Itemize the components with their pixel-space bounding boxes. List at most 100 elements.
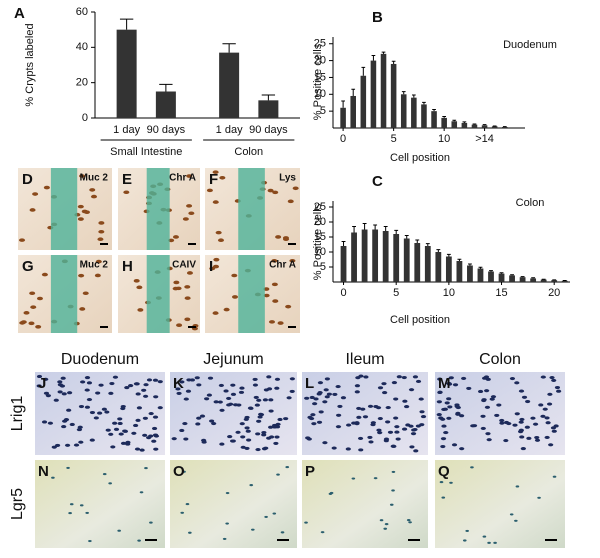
cell — [275, 235, 281, 239]
cell — [519, 421, 524, 424]
cell — [394, 431, 399, 434]
panel-letter: M — [438, 375, 451, 392]
x-tick-label: 5 — [393, 287, 399, 299]
cell — [147, 378, 152, 381]
cell — [223, 389, 228, 392]
cell — [51, 477, 55, 479]
cell — [268, 398, 273, 401]
error-bar — [392, 61, 396, 64]
x-tick-label: 1 day — [216, 124, 243, 136]
cell — [358, 448, 363, 451]
error-bar — [473, 124, 477, 125]
cell — [136, 392, 141, 395]
cell — [482, 377, 487, 380]
cell — [226, 397, 231, 400]
cell — [110, 445, 115, 448]
cell — [240, 422, 245, 425]
cell — [108, 433, 113, 436]
cell — [516, 485, 520, 487]
cell — [173, 235, 179, 239]
cell — [149, 412, 154, 415]
cell — [290, 390, 295, 393]
cell — [103, 473, 107, 475]
cell — [64, 418, 69, 421]
panel-letter: H — [122, 258, 133, 275]
cell — [402, 400, 407, 403]
cell — [66, 409, 71, 412]
error-bar — [479, 267, 483, 268]
x-tick-label: 20 — [548, 287, 560, 299]
cell — [355, 390, 360, 393]
bar — [520, 277, 526, 282]
cell — [538, 403, 543, 406]
bar — [371, 61, 377, 128]
cell — [327, 393, 332, 396]
cell — [512, 424, 517, 427]
cell — [487, 438, 492, 441]
cell — [246, 430, 251, 433]
cell — [248, 407, 253, 410]
cell — [514, 381, 519, 384]
cell — [78, 441, 83, 444]
cell — [255, 448, 260, 451]
cell — [85, 406, 90, 409]
bar — [467, 266, 473, 283]
stain-label: Muc 2 — [80, 260, 109, 271]
x-tick-label: 10 — [443, 287, 455, 299]
cell — [556, 390, 561, 393]
micrograph — [302, 460, 428, 548]
bar — [457, 261, 463, 282]
cell — [143, 383, 148, 386]
cell — [143, 395, 148, 398]
cell — [253, 378, 258, 381]
panel-letter: D — [22, 171, 33, 188]
cell — [176, 392, 181, 395]
cell — [264, 388, 269, 391]
panel-letter: C — [372, 173, 383, 190]
cell — [312, 402, 317, 405]
cell — [84, 210, 90, 214]
y-axis-label: % Crypts labeled — [24, 23, 36, 106]
cell — [346, 447, 351, 450]
cell — [137, 406, 142, 409]
cell — [493, 542, 497, 544]
cell — [272, 425, 277, 428]
cell — [322, 441, 327, 444]
cell — [378, 386, 383, 389]
cell — [419, 398, 424, 401]
cell — [522, 396, 527, 399]
error-bar — [500, 273, 504, 274]
cell — [213, 258, 219, 262]
cell — [330, 492, 334, 494]
bar — [361, 76, 367, 128]
cell — [95, 391, 100, 394]
cell — [380, 519, 384, 521]
y-tick-label: 0 — [82, 112, 88, 124]
column-heading: Ileum — [345, 351, 384, 368]
cell — [378, 417, 383, 420]
y-tick-label: 15 — [314, 231, 326, 243]
cell — [176, 323, 182, 327]
cell — [419, 410, 424, 413]
cell — [80, 380, 85, 383]
cell — [113, 376, 118, 379]
cell — [266, 375, 271, 378]
cell — [321, 531, 325, 533]
cell — [446, 417, 451, 420]
cell — [133, 424, 138, 427]
cell — [131, 432, 136, 435]
cell — [402, 428, 407, 431]
cell — [70, 503, 74, 505]
bar — [492, 126, 498, 128]
cell — [356, 416, 361, 419]
cell — [263, 398, 268, 401]
cell — [57, 380, 62, 383]
stain-band — [147, 255, 170, 333]
cell — [463, 539, 467, 541]
cell — [137, 308, 143, 312]
cell — [225, 522, 229, 524]
y-tick-label: 5 — [320, 261, 326, 273]
cell — [346, 424, 351, 427]
cell — [485, 432, 490, 435]
